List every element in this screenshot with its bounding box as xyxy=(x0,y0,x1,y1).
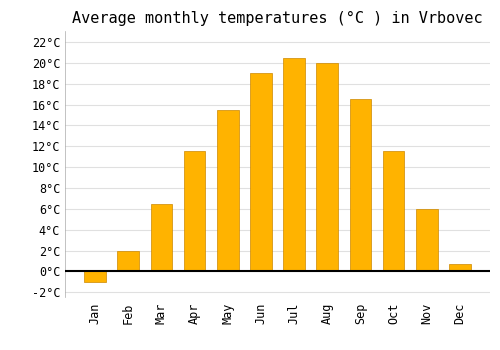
Bar xyxy=(217,110,238,271)
Bar xyxy=(449,264,470,271)
Bar xyxy=(350,99,371,271)
Bar xyxy=(118,251,139,271)
Bar xyxy=(184,152,206,271)
Bar xyxy=(416,209,438,271)
Title: Average monthly temperatures (°C ) in Vrbovec: Average monthly temperatures (°C ) in Vr… xyxy=(72,11,483,26)
Bar xyxy=(84,271,106,282)
Bar xyxy=(383,152,404,271)
Bar xyxy=(284,58,305,271)
Bar xyxy=(250,73,272,271)
Bar xyxy=(316,63,338,271)
Bar xyxy=(150,204,172,271)
